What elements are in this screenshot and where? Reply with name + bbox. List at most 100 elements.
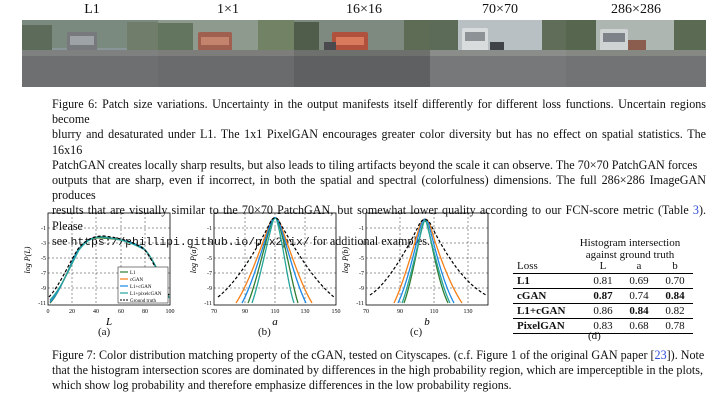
table-row: PixelGAN 0.83 0.68 0.78 bbox=[513, 319, 693, 334]
plot-a-xtick: 80 bbox=[142, 309, 148, 315]
gan-paper-reference-link[interactable]: 23 bbox=[654, 348, 667, 362]
plot-b-ytick: -1 bbox=[207, 226, 212, 232]
strip-label-1x1: 1×1 bbox=[217, 2, 239, 17]
plot-c-ytick: -1 bbox=[359, 226, 364, 232]
plot-c-ytick: -9 bbox=[359, 286, 364, 292]
table-cell: 0.84 bbox=[629, 305, 649, 317]
plot-b-ytick: -5 bbox=[207, 256, 212, 262]
plot-a-curve-pixelcgan bbox=[49, 236, 170, 301]
plot-a-xtick: 40 bbox=[93, 309, 99, 315]
table-cell: 0.86 bbox=[593, 305, 613, 317]
plot-c-curve-l1 bbox=[403, 220, 449, 304]
table-cell: 0.83 bbox=[593, 320, 613, 332]
plot-a-ytick: -5 bbox=[41, 256, 46, 262]
plot-a-xtick: 60 bbox=[118, 309, 124, 315]
table-cell: 0.69 bbox=[629, 275, 649, 287]
panel-label-a: (a) bbox=[98, 326, 111, 338]
panel-label-c: (c) bbox=[410, 326, 423, 338]
histogram-intersection-table: Loss L a b L1 0.81 0.69 0.70 cGAN 0.87 0… bbox=[513, 259, 693, 334]
plot-b-curve-pixelcgan bbox=[251, 217, 295, 304]
plot-b-ytick: -7 bbox=[207, 271, 212, 277]
table-column-header: b bbox=[672, 260, 678, 272]
plot-b-a-channel: -1 -3 -5 -7 -9 -11 70 90 110 130 150 log… bbox=[189, 212, 341, 328]
plot-c-ytick: -7 bbox=[359, 271, 364, 277]
plot-c-ytick: -11 bbox=[356, 301, 364, 307]
road-image-1x1 bbox=[158, 20, 298, 87]
plot-a-xtick: 20 bbox=[69, 309, 75, 315]
plot-b-xtick: 150 bbox=[332, 309, 341, 315]
fig6-caption-line: Figure 6: Patch size variations. Uncerta… bbox=[52, 97, 706, 127]
table-cell: 0.78 bbox=[665, 320, 685, 332]
fig6-caption-text: for additional examples. bbox=[312, 233, 430, 248]
plot-c-ytick: -3 bbox=[359, 241, 364, 247]
table-row: L1 0.81 0.69 0.70 bbox=[513, 274, 693, 289]
plot-b-xtick: 70 bbox=[211, 309, 217, 315]
plot-b-xlabel: a bbox=[272, 316, 278, 328]
plot-a-xtick: 0 bbox=[47, 309, 50, 315]
fig7-caption-text: Figure 7: Color distribution matching pr… bbox=[52, 348, 655, 362]
fig6-caption-text: ). Please bbox=[52, 203, 706, 233]
fig6-caption-line: see https://phillipi.github.io/pix2pix/ … bbox=[52, 234, 706, 251]
table-cell: 0.74 bbox=[629, 290, 649, 302]
table-cell: 0.68 bbox=[629, 320, 649, 332]
plot-b-ylabel: log P(a) bbox=[189, 246, 198, 273]
table-header-row: Loss L a b bbox=[513, 259, 693, 274]
table-reference-link[interactable]: 3 bbox=[692, 203, 699, 218]
table-cell: 0.70 bbox=[665, 275, 685, 287]
plot-b-ytick: -9 bbox=[207, 286, 212, 292]
plot-a-legend-label: cGAN bbox=[130, 278, 143, 283]
plot-c-frame bbox=[365, 212, 489, 306]
table-cell: 0.82 bbox=[665, 305, 685, 317]
plot-a-legend-label: Ground truth bbox=[130, 299, 156, 304]
plot-a-legend-label: L1+pixelcGAN bbox=[130, 292, 162, 297]
plot-c-ytick: -5 bbox=[359, 256, 364, 262]
table-column-header: a bbox=[636, 260, 642, 272]
road-image-16x16 bbox=[294, 20, 434, 87]
plot-b-grid bbox=[214, 213, 336, 305]
table-header-line: against ground truth bbox=[585, 249, 675, 261]
table-cell: 0.81 bbox=[593, 275, 613, 287]
table-header-caption: Histogram intersection against ground tr… bbox=[560, 237, 700, 261]
fig6-caption-line: results that are visually similar to the… bbox=[52, 203, 706, 233]
plot-c-xtick: 70 bbox=[363, 309, 369, 315]
project-url-link[interactable]: https://phillipi.github.io/pix2pix/ bbox=[70, 236, 310, 249]
plot-c-xtick: 130 bbox=[464, 309, 473, 315]
plot-c-xlabel: b bbox=[424, 316, 430, 328]
road-image-70x70 bbox=[430, 20, 570, 87]
fig7-caption-line: that the histogram intersection scores a… bbox=[52, 363, 703, 378]
table-column-header: L bbox=[599, 260, 607, 272]
plot-b-xtick: 130 bbox=[301, 309, 310, 315]
fig6-caption-line: blurry and desaturated under L1. The 1x1… bbox=[52, 127, 706, 157]
plot-c-curve-l1-cgan bbox=[397, 218, 455, 304]
plot-a-ytick: -3 bbox=[41, 241, 46, 247]
table-cell: 0.84 bbox=[665, 290, 685, 302]
road-image-l1 bbox=[22, 20, 162, 87]
plot-a-ytick: -11 bbox=[38, 301, 46, 307]
figure6-caption: Figure 6: Patch size variations. Uncerta… bbox=[52, 97, 706, 251]
strip-label-286x286: 286×286 bbox=[611, 2, 661, 17]
fig7-caption-line: Figure 7: Color distribution matching pr… bbox=[52, 348, 706, 363]
plot-a-legend-label: L1 bbox=[130, 271, 136, 276]
table-cell: 0.87 bbox=[593, 290, 613, 302]
plot-b-curve-ground-truth bbox=[217, 217, 335, 298]
table-cell-loss: PixelGAN bbox=[517, 320, 565, 332]
plot-b-ytick: -11 bbox=[204, 301, 212, 307]
plot-a-xlabel: L bbox=[105, 316, 112, 328]
table-row: L1+cGAN 0.86 0.84 0.82 bbox=[513, 304, 693, 319]
plot-a-legend: L1 cGAN L1+cGAN L1+pixelcGAN Ground trut… bbox=[117, 266, 169, 304]
plot-b-xtick: 90 bbox=[242, 309, 248, 315]
plot-a-ytick: -7 bbox=[41, 271, 46, 277]
plot-a-curve-ground-truth bbox=[48, 235, 170, 298]
strip-label-l1: L1 bbox=[84, 2, 100, 17]
strip-label-70x70: 70×70 bbox=[482, 2, 518, 17]
plot-a-lightness: -1 -3 -5 -7 -9 -11 0 20 40 60 80 100 log… bbox=[23, 212, 175, 328]
fig7-caption-line: which show log probability and therefore… bbox=[52, 378, 512, 393]
plot-c-curve-ground-truth bbox=[369, 218, 487, 296]
fig6-caption-text: results that are visually similar to the… bbox=[52, 203, 693, 218]
fig6-caption-line: outputs that are sharp, even if incorrec… bbox=[52, 173, 706, 203]
table-cell-loss: L1+cGAN bbox=[517, 305, 566, 317]
strip-label-16x16: 16×16 bbox=[346, 2, 382, 17]
table-cell-loss: cGAN bbox=[517, 290, 547, 302]
panel-label-d: (d) bbox=[588, 330, 601, 342]
fig6-caption-text: see bbox=[52, 233, 68, 248]
